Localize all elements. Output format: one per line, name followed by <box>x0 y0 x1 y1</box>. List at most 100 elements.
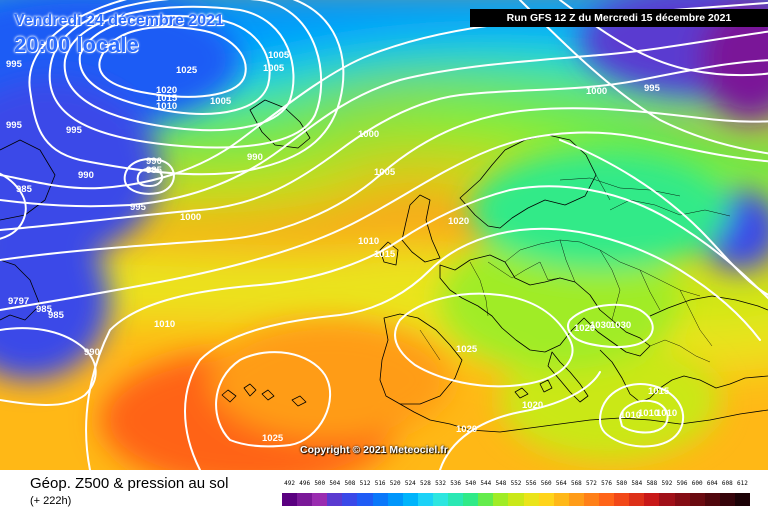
legend-swatch <box>463 493 479 506</box>
isobar-1025-atlantic <box>215 351 331 448</box>
isobar-label: 1005 <box>374 167 396 178</box>
legend-label: 524 <box>404 480 416 487</box>
lead-time: (+ 222h) <box>30 495 72 507</box>
isobar-label: 1020 <box>456 424 477 435</box>
legend-label: 552 <box>510 480 522 487</box>
legend-label: 556 <box>525 480 537 487</box>
legend-label: 500 <box>314 480 326 487</box>
isobar-label: 1010 <box>620 410 641 421</box>
isobar-label: 1005 <box>210 96 232 107</box>
legend-swatch <box>599 493 615 506</box>
legend-swatch <box>297 493 313 506</box>
legend-label: 580 <box>616 480 628 487</box>
legend-swatch <box>432 493 449 506</box>
isobar-1015-med-low <box>599 383 685 448</box>
legend-swatch <box>674 493 691 506</box>
isobar-1010-med-low <box>619 399 669 434</box>
legend-label: 560 <box>540 480 552 487</box>
legend-bar: Géop. Z500 & pression au sol (+ 222h) 49… <box>0 470 768 512</box>
isobar-1010-mid <box>0 131 768 311</box>
isobar-label: 990 <box>84 347 100 358</box>
legend-label: 528 <box>419 480 431 487</box>
isobar-1015-mid <box>85 185 768 470</box>
legend-swatch <box>583 493 600 506</box>
isobar-1005-north <box>28 0 345 176</box>
legend-swatch <box>523 493 540 506</box>
isobar-1025-high-north <box>98 26 247 98</box>
isobar-1030-closed <box>566 303 654 348</box>
isobar-label: 1015 <box>156 93 178 104</box>
legend-swatch <box>734 493 751 506</box>
isobar-label: 985 <box>16 184 33 195</box>
isobar-1000-northeast <box>519 0 768 155</box>
legend-label: 536 <box>450 480 462 487</box>
isobar-1010-north <box>48 0 323 149</box>
legend-label: 584 <box>631 480 643 487</box>
isobar-label: 985 <box>48 310 65 321</box>
isobar-labels: 995 1005 1025 1005 1020 1015 1010 1005 9… <box>6 50 677 444</box>
legend-label: 592 <box>661 480 673 487</box>
isobar-label: 1010 <box>156 101 177 112</box>
isobar-label: 1005 <box>268 50 290 61</box>
isobar-label: 995 <box>6 120 23 131</box>
legend-label: 520 <box>389 480 401 487</box>
isobar-label: 1025 <box>456 344 478 355</box>
legend-swatch <box>629 493 645 506</box>
geopotential-shading <box>0 0 768 470</box>
legend-swatch <box>327 493 343 506</box>
isobar-label: 985 <box>146 165 163 176</box>
run-info: Run GFS 12 Z du Mercredi 15 décembre 202… <box>470 9 768 27</box>
isobar-label: 1010 <box>638 408 659 419</box>
legend-label: 600 <box>691 480 703 487</box>
legend-swatch <box>553 493 570 506</box>
legend-swatch <box>719 493 736 506</box>
product-title: Géop. Z500 & pression au sol <box>30 475 229 492</box>
legend-swatch <box>402 493 419 506</box>
isobar-label: 1020 <box>448 216 469 227</box>
isobar-1020-med <box>439 371 601 470</box>
legend-label: 608 <box>721 480 733 487</box>
isobar-label: 9797 <box>8 296 29 307</box>
legend-label: 596 <box>676 480 688 487</box>
legend-label: 512 <box>359 480 371 487</box>
legend-label: 544 <box>480 480 492 487</box>
legend-label: 564 <box>555 480 567 487</box>
isobar-label: 1030 <box>610 320 631 331</box>
legend-swatch <box>508 493 525 506</box>
legend-label: 508 <box>344 480 356 487</box>
legend-swatch <box>659 493 675 506</box>
legend-swatch <box>493 493 509 506</box>
isobar-995 <box>0 30 768 208</box>
legend-swatch <box>448 493 464 506</box>
isobar-label: 1010 <box>154 319 175 330</box>
isobar-label: 1020 <box>522 400 543 411</box>
isobar-label: 990 <box>146 156 162 167</box>
isobar-label: 1000 <box>358 129 379 140</box>
legend-label: 548 <box>495 480 507 487</box>
isobar-label: 995 <box>66 125 83 136</box>
legend-swatch <box>342 493 358 506</box>
legend-swatch <box>417 493 434 506</box>
legend-swatch <box>704 493 721 506</box>
isobar-990-west <box>0 327 97 406</box>
isobar-label: 995 <box>644 83 661 94</box>
legend-label: 572 <box>586 480 597 487</box>
legend-swatch <box>357 493 374 506</box>
legend-swatch <box>614 493 630 506</box>
isobar-label: 1025 <box>176 65 198 76</box>
isobar-label: 995 <box>6 59 23 70</box>
isobar-label: 1020 <box>574 323 595 334</box>
z500-pressure-map: 995 1005 1025 1005 1020 1015 1010 1005 9… <box>0 0 768 470</box>
legend-swatch <box>568 493 585 506</box>
legend-swatch <box>282 493 298 506</box>
color-scale-legend: 492 496 500 504 508 512 516 520 524 528 532 536 540 5… <box>282 479 751 509</box>
isobar-label: 985 <box>36 304 53 315</box>
legend-swatch <box>689 493 706 506</box>
legend-label: 612 <box>737 480 748 487</box>
isobar-990-closed <box>123 157 175 195</box>
country-borders <box>419 174 731 363</box>
legend-swatch <box>387 493 404 506</box>
legend-label: 492 <box>284 480 295 487</box>
isobar-1020-north <box>78 15 271 115</box>
